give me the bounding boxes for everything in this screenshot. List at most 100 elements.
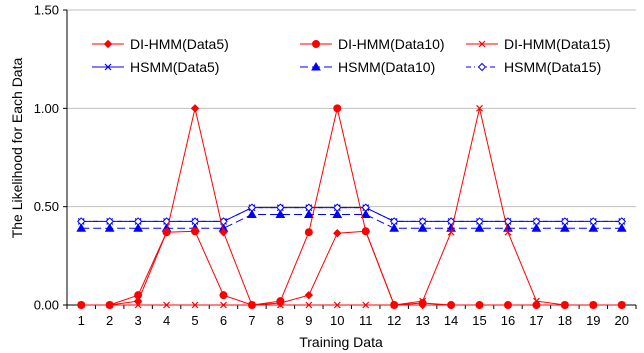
legend-marker bbox=[104, 63, 112, 71]
legend-label: DI-HMM(Data10) bbox=[338, 36, 445, 52]
data-point bbox=[616, 223, 627, 232]
data-point bbox=[475, 301, 484, 309]
series-2 bbox=[77, 104, 626, 309]
x-tick-label: 5 bbox=[191, 313, 198, 328]
x-tick-label: 2 bbox=[106, 313, 113, 328]
data-point bbox=[390, 301, 398, 309]
data-point bbox=[532, 301, 541, 309]
data-point bbox=[533, 297, 540, 305]
series-line bbox=[81, 214, 622, 229]
data-point bbox=[276, 203, 285, 212]
x-tick-label: 11 bbox=[359, 313, 373, 328]
data-point bbox=[504, 228, 512, 236]
series-line bbox=[81, 108, 622, 306]
data-point bbox=[247, 209, 257, 219]
data-point bbox=[389, 223, 400, 232]
data-point bbox=[333, 104, 342, 113]
x-tick-label: 9 bbox=[305, 313, 312, 328]
data-point bbox=[219, 291, 228, 300]
data-point bbox=[560, 217, 570, 226]
legend-item: DI-HMM(Data5) bbox=[92, 36, 229, 52]
legend-marker bbox=[312, 40, 320, 48]
legend-marker bbox=[103, 39, 113, 49]
data-point bbox=[134, 301, 142, 309]
y-tick-label: 0.00 bbox=[34, 298, 59, 313]
data-point bbox=[190, 217, 200, 226]
y-axis-title: The Likelihood for Each Data bbox=[9, 58, 25, 239]
data-point bbox=[220, 301, 227, 309]
x-tick-label: 10 bbox=[330, 313, 344, 328]
x-tick-label: 6 bbox=[220, 313, 227, 328]
x-tick-label: 20 bbox=[615, 313, 629, 328]
x-tick-label: 3 bbox=[135, 313, 142, 328]
legend-item: DI-HMM(Data15) bbox=[466, 36, 611, 52]
data-point bbox=[276, 297, 285, 306]
data-point bbox=[333, 301, 341, 309]
data-point bbox=[389, 217, 399, 226]
data-point bbox=[503, 301, 512, 309]
data-point bbox=[77, 301, 85, 309]
data-point bbox=[106, 301, 114, 309]
data-point bbox=[618, 301, 626, 309]
x-tick-label: 4 bbox=[163, 313, 170, 328]
legend-item: DI-HMM(Data10) bbox=[300, 36, 445, 52]
data-point bbox=[247, 203, 257, 212]
data-point bbox=[333, 203, 342, 212]
gridlines bbox=[67, 9, 636, 208]
data-point bbox=[361, 203, 370, 212]
data-point bbox=[304, 228, 313, 237]
data-point bbox=[134, 291, 143, 300]
legend-label: DI-HMM(Data15) bbox=[504, 36, 611, 52]
data-point bbox=[77, 217, 86, 226]
data-point bbox=[76, 223, 87, 232]
data-point bbox=[447, 301, 456, 309]
data-point bbox=[417, 223, 428, 232]
data-point bbox=[304, 290, 314, 300]
data-point bbox=[163, 301, 170, 309]
data-point bbox=[589, 217, 598, 226]
data-point bbox=[617, 217, 626, 226]
data-point bbox=[560, 223, 570, 232]
x-tick-labels: 1 2 3 4 5 6 7 8 9 10 11 12 13 14 15 16 17 18 19 20 bbox=[78, 313, 629, 328]
series-lines bbox=[76, 104, 627, 310]
data-point bbox=[474, 223, 485, 232]
x-tick-label: 17 bbox=[529, 313, 543, 328]
x-axis-title: Training Data bbox=[299, 334, 383, 350]
legend-item: HSMM(Data5) bbox=[92, 59, 219, 75]
x-tick-label: 16 bbox=[501, 313, 515, 328]
data-point bbox=[303, 209, 314, 219]
data-point bbox=[191, 227, 200, 236]
y-tick-label: 0.50 bbox=[34, 199, 59, 214]
data-point bbox=[476, 104, 483, 112]
legend-label: DI-HMM(Data5) bbox=[130, 36, 229, 52]
data-point bbox=[532, 217, 541, 226]
data-point bbox=[162, 228, 171, 237]
y-tick-label: 1.00 bbox=[34, 101, 59, 116]
data-point bbox=[191, 301, 199, 309]
legend: DI-HMM(Data5) DI-HMM(Data10) DI-HMM(Data15… bbox=[92, 36, 611, 75]
series-line bbox=[81, 207, 622, 222]
data-point bbox=[419, 297, 427, 305]
legend-marker bbox=[478, 40, 486, 48]
data-point bbox=[105, 217, 114, 226]
data-point bbox=[589, 301, 597, 309]
legend-label: HSMM(Data15) bbox=[504, 59, 601, 75]
data-point bbox=[418, 217, 427, 226]
data-point bbox=[248, 301, 256, 309]
legend-marker bbox=[311, 61, 321, 71]
data-point bbox=[531, 223, 542, 232]
data-point bbox=[190, 104, 200, 113]
x-tick-label: 15 bbox=[472, 313, 486, 328]
x-tick-label: 14 bbox=[444, 313, 458, 328]
data-point bbox=[305, 301, 313, 309]
legend-item: HSMM(Data15) bbox=[466, 59, 601, 75]
x-tick-label: 19 bbox=[586, 313, 600, 328]
x-tick-label: 7 bbox=[248, 313, 255, 328]
legend-label: HSMM(Data10) bbox=[338, 59, 435, 75]
legend-marker bbox=[477, 62, 487, 72]
data-point bbox=[333, 229, 342, 238]
series-4 bbox=[76, 209, 627, 232]
data-point bbox=[447, 228, 455, 236]
x-tick-label: 8 bbox=[277, 313, 284, 328]
